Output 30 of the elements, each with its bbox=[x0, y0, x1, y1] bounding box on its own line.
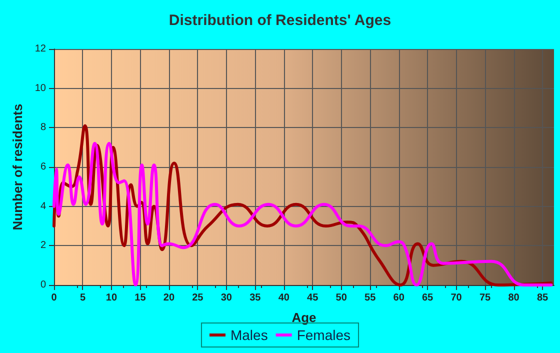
y-tick-label: 4 bbox=[40, 200, 46, 212]
x-tick-label: 5 bbox=[80, 292, 86, 304]
x-tick-label: 25 bbox=[192, 292, 204, 304]
x-tick-label: 0 bbox=[51, 292, 58, 304]
y-tick-label: 0 bbox=[40, 280, 46, 290]
x-tick-label: 75 bbox=[479, 292, 492, 304]
x-tick-label: 45 bbox=[307, 292, 319, 304]
x-tick-label: 80 bbox=[508, 292, 520, 304]
y-tick-label: 6 bbox=[40, 162, 46, 172]
x-tick-label: 35 bbox=[250, 292, 262, 304]
y-tick-label: 2 bbox=[40, 240, 46, 252]
legend-label: Females bbox=[296, 327, 351, 343]
x-tick-label: 50 bbox=[336, 292, 348, 304]
x-tick-label: 10 bbox=[106, 292, 118, 304]
x-tick-label: 40 bbox=[278, 292, 290, 304]
chart-title: Distribution of Residents' Ages bbox=[168, 12, 392, 29]
x-tick-label: 70 bbox=[450, 292, 462, 304]
x-axis-title: Age bbox=[292, 310, 316, 325]
legend-label: Males bbox=[230, 327, 268, 343]
x-tick-label: 85 bbox=[536, 292, 549, 304]
x-tick-label: 60 bbox=[393, 292, 405, 304]
x-tick-label: 55 bbox=[364, 292, 376, 304]
x-tick-label: 30 bbox=[220, 292, 232, 304]
x-tick-label: 65 bbox=[422, 292, 434, 304]
y-tick-label: 12 bbox=[34, 44, 46, 54]
y-tick-label: 10 bbox=[34, 82, 46, 94]
x-tick-label: 15 bbox=[134, 292, 146, 304]
x-tick-label: 20 bbox=[163, 292, 175, 304]
y-axis-title: Number of residents bbox=[10, 104, 25, 230]
y-tick-label: 8 bbox=[40, 122, 46, 134]
